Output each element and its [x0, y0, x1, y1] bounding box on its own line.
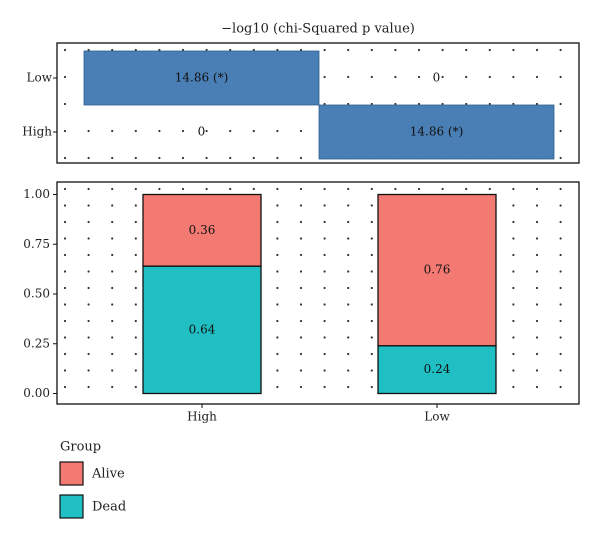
heatmap-title: −log10 (chi-Squared p value) — [221, 22, 415, 37]
bar-alive-low — [377, 193, 497, 347]
heatmap-row-label: High — [22, 125, 52, 139]
legend-label: Dead — [92, 500, 126, 515]
bar-frame — [56, 181, 580, 405]
legend-label: Alive — [91, 467, 125, 482]
heatmap-cell-label: 0 — [433, 71, 441, 85]
legend-swatch-dead — [59, 494, 84, 519]
heatmap-cell-label: 14.86 (*) — [410, 125, 464, 139]
y-tick-label: 0.00 — [23, 386, 50, 400]
y-tick-label: 0.75 — [23, 237, 50, 251]
stacked-bar-panel: 0.64 0.36 High 0.24 0.76 Low 0.00 0.25 0.50 0.75 1… — [23, 181, 580, 424]
legend: Group Alive Dead — [59, 440, 126, 519]
bar-dead-high — [142, 265, 262, 395]
y-tick-label: 1.00 — [23, 187, 50, 201]
heatmap-cell-low-high — [83, 50, 320, 106]
bar-value-label: 0.36 — [189, 223, 216, 237]
y-tick-label: 0.50 — [23, 287, 50, 301]
heatmap-cell-label: 0 — [198, 125, 206, 139]
bar-value-label: 0.24 — [424, 362, 451, 376]
heatmap-panel: −log10 (chi-Squared p value) 14.86 (*) 0 0 1… — [22, 22, 580, 164]
bar-dead-low — [377, 345, 497, 395]
heatmap-cell-label: 14.86 (*) — [175, 71, 229, 85]
bar-alive-high — [142, 193, 262, 267]
heatmap-cell-high-low — [318, 104, 555, 160]
x-tick-label: Low — [424, 410, 450, 424]
legend-swatch-alive — [59, 461, 84, 486]
heatmap-row-label: Low — [27, 71, 53, 85]
y-tick-label: 0.25 — [23, 336, 50, 350]
bar-value-label: 0.64 — [189, 322, 216, 336]
legend-title: Group — [60, 440, 101, 455]
heatmap-frame — [56, 42, 580, 164]
bar-value-label: 0.76 — [424, 263, 451, 277]
x-tick-label: High — [187, 410, 217, 424]
